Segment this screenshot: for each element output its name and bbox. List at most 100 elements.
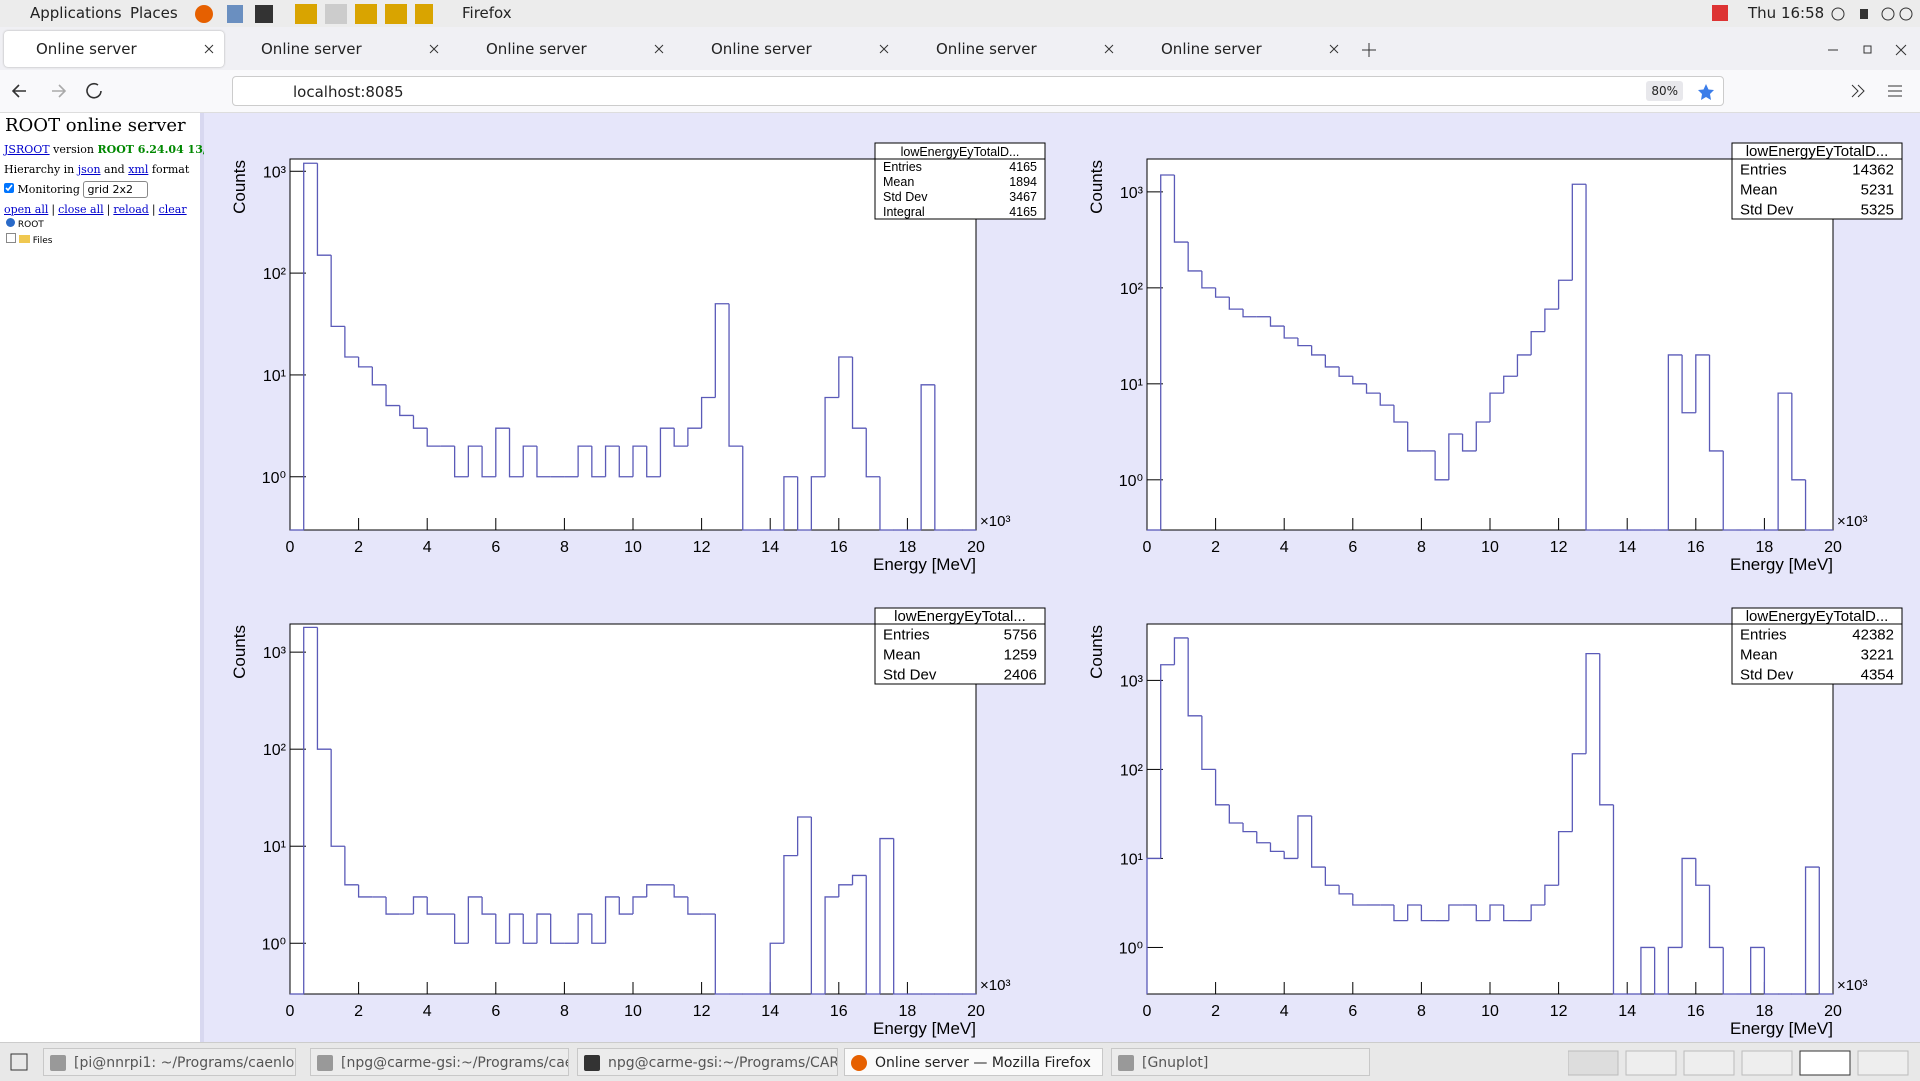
y-tick-label: 10³ xyxy=(263,164,287,181)
histogram-bin xyxy=(1297,338,1312,347)
stats-box xyxy=(1731,142,1903,220)
monitoring-text: Monitoring xyxy=(17,183,80,196)
tab-bar: Online server Online server Online server O… xyxy=(0,27,1920,70)
histogram-pad: 0 2 4 6 8 10 12 14 16 18 20 10⁰ 10¹ 10² 10³ ×10³ Energy … xyxy=(230,607,1046,1038)
task-button[interactable]: [npg@carme-gsi:~/Programs/caenlo... xyxy=(310,1048,569,1076)
launcher-icons[interactable] xyxy=(193,3,433,25)
histogram-bin xyxy=(673,428,688,447)
task-title: Online server — Mozilla Firefox xyxy=(875,1055,1091,1071)
and-text: and xyxy=(104,163,125,176)
layout-select[interactable]: grid 2x2 xyxy=(83,181,148,198)
y-tick-label: 10² xyxy=(1120,762,1144,779)
charts: 0 2 4 6 8 10 12 14 16 18 2010⁰10¹10²10³×10³Energy … xyxy=(230,142,1903,1038)
jsroot-link[interactable]: JSROOT xyxy=(4,143,50,156)
histogram-bin xyxy=(1324,867,1340,886)
histogram-bin xyxy=(453,446,469,478)
tab[interactable]: Online server xyxy=(1129,31,1349,67)
sidebar-link[interactable]: close all xyxy=(58,203,104,216)
stats-value: 1894 xyxy=(1009,175,1037,189)
x-tick-label: 20 xyxy=(967,539,985,556)
x-multiplier: ×10³ xyxy=(980,977,1010,994)
show-desktop[interactable] xyxy=(10,1053,28,1071)
stats-value: 3467 xyxy=(1009,190,1037,204)
clock[interactable]: Thu 16:58 xyxy=(1748,4,1825,22)
monitoring-checkbox[interactable] xyxy=(4,183,14,193)
histogram-bin xyxy=(1269,316,1285,327)
sidebar-link[interactable]: reload xyxy=(113,203,149,216)
histogram-bin xyxy=(920,384,935,530)
x-tick-label: 6 xyxy=(491,1003,500,1020)
histogram-bin xyxy=(1489,392,1504,423)
tab-close[interactable] xyxy=(654,44,664,54)
tree-root[interactable]: ROOT xyxy=(6,218,53,230)
tab[interactable]: Online server xyxy=(454,31,674,67)
workspace-switcher[interactable] xyxy=(1568,1049,1918,1077)
task-icon xyxy=(851,1055,867,1071)
histogram-bin xyxy=(1393,405,1408,423)
tab-close[interactable] xyxy=(429,44,439,54)
histogram-bin xyxy=(1242,309,1257,318)
histogram-bin xyxy=(1352,376,1367,385)
histogram-bin xyxy=(1489,904,1504,921)
histogram-bin xyxy=(824,896,839,994)
y-axis-title: Counts xyxy=(1087,625,1106,679)
x-tick-label: 12 xyxy=(693,539,711,556)
x-tick-label: 10 xyxy=(624,539,642,556)
histogram-bin xyxy=(1722,450,1737,531)
bookmark-star[interactable] xyxy=(1697,83,1715,101)
x-multiplier: ×10³ xyxy=(1837,977,1867,994)
tab-close[interactable] xyxy=(204,44,214,54)
applications-menu[interactable]: Applications xyxy=(30,4,122,22)
tray-icons[interactable] xyxy=(1830,5,1914,23)
zoom-badge[interactable]: 80% xyxy=(1646,81,1683,101)
tab-title: Online server xyxy=(711,40,812,58)
histogram-bin xyxy=(357,884,373,898)
histogram-bin xyxy=(522,445,537,477)
histogram-bin xyxy=(838,356,853,398)
tab[interactable]: Online server xyxy=(4,31,224,67)
tree-files[interactable]: Files xyxy=(6,230,53,246)
tab-controls[interactable] xyxy=(0,27,1920,70)
histogram-bin xyxy=(1160,664,1175,859)
links-line: open all | close all | reload | clear xyxy=(4,203,187,216)
tab-close[interactable] xyxy=(879,44,889,54)
x-tick-label: 16 xyxy=(830,539,848,556)
tab[interactable]: Online server xyxy=(904,31,1124,67)
task-icon xyxy=(50,1055,66,1071)
tab-close[interactable] xyxy=(1329,44,1339,54)
histogram-bin xyxy=(412,896,428,915)
sidebar-link[interactable]: open all xyxy=(4,203,49,216)
url-bar[interactable]: localhost:8085 80% xyxy=(232,76,1724,106)
task-button[interactable]: Online server — Mozilla Firefox xyxy=(844,1048,1103,1076)
nav-buttons[interactable] xyxy=(12,81,102,101)
stats-name: Entries xyxy=(883,160,922,174)
task-button[interactable]: [pi@nnrpi1: ~/Programs/caenlogger] xyxy=(43,1048,296,1076)
histogram-bin xyxy=(536,913,551,944)
task-button[interactable]: [Gnuplot] xyxy=(1111,1048,1370,1076)
tab-close[interactable] xyxy=(1104,44,1114,54)
histogram-bin xyxy=(1557,279,1573,310)
histogram-bin xyxy=(330,255,345,327)
histogram-bin xyxy=(1681,354,1696,414)
menu-buttons[interactable] xyxy=(1850,82,1910,100)
histogram-bin xyxy=(522,914,537,944)
histogram-bin xyxy=(1214,769,1230,806)
task-button[interactable]: npg@carme-gsi:~/Programs/CARME... xyxy=(577,1048,838,1076)
xml-link[interactable]: xml xyxy=(128,163,149,176)
places-menu[interactable]: Places xyxy=(130,4,178,22)
histogram-bin xyxy=(1818,867,1833,995)
monitoring-line: Monitoring grid 2x2 xyxy=(4,181,148,198)
histogram-bin xyxy=(1242,823,1257,833)
x-axis-title: Energy [MeV] xyxy=(873,1019,976,1038)
tab[interactable]: Online server xyxy=(229,31,449,67)
root-icon xyxy=(6,218,15,227)
histogram-bin xyxy=(673,884,688,898)
histogram-bin xyxy=(632,445,647,477)
json-link[interactable]: json xyxy=(77,163,101,176)
task-title: npg@carme-gsi:~/Programs/CARME... xyxy=(608,1055,838,1071)
sidebar-link[interactable]: clear xyxy=(158,203,187,216)
histogram-bin xyxy=(632,896,647,915)
tab[interactable]: Online server xyxy=(679,31,899,67)
histogram-bin xyxy=(1640,946,1655,994)
